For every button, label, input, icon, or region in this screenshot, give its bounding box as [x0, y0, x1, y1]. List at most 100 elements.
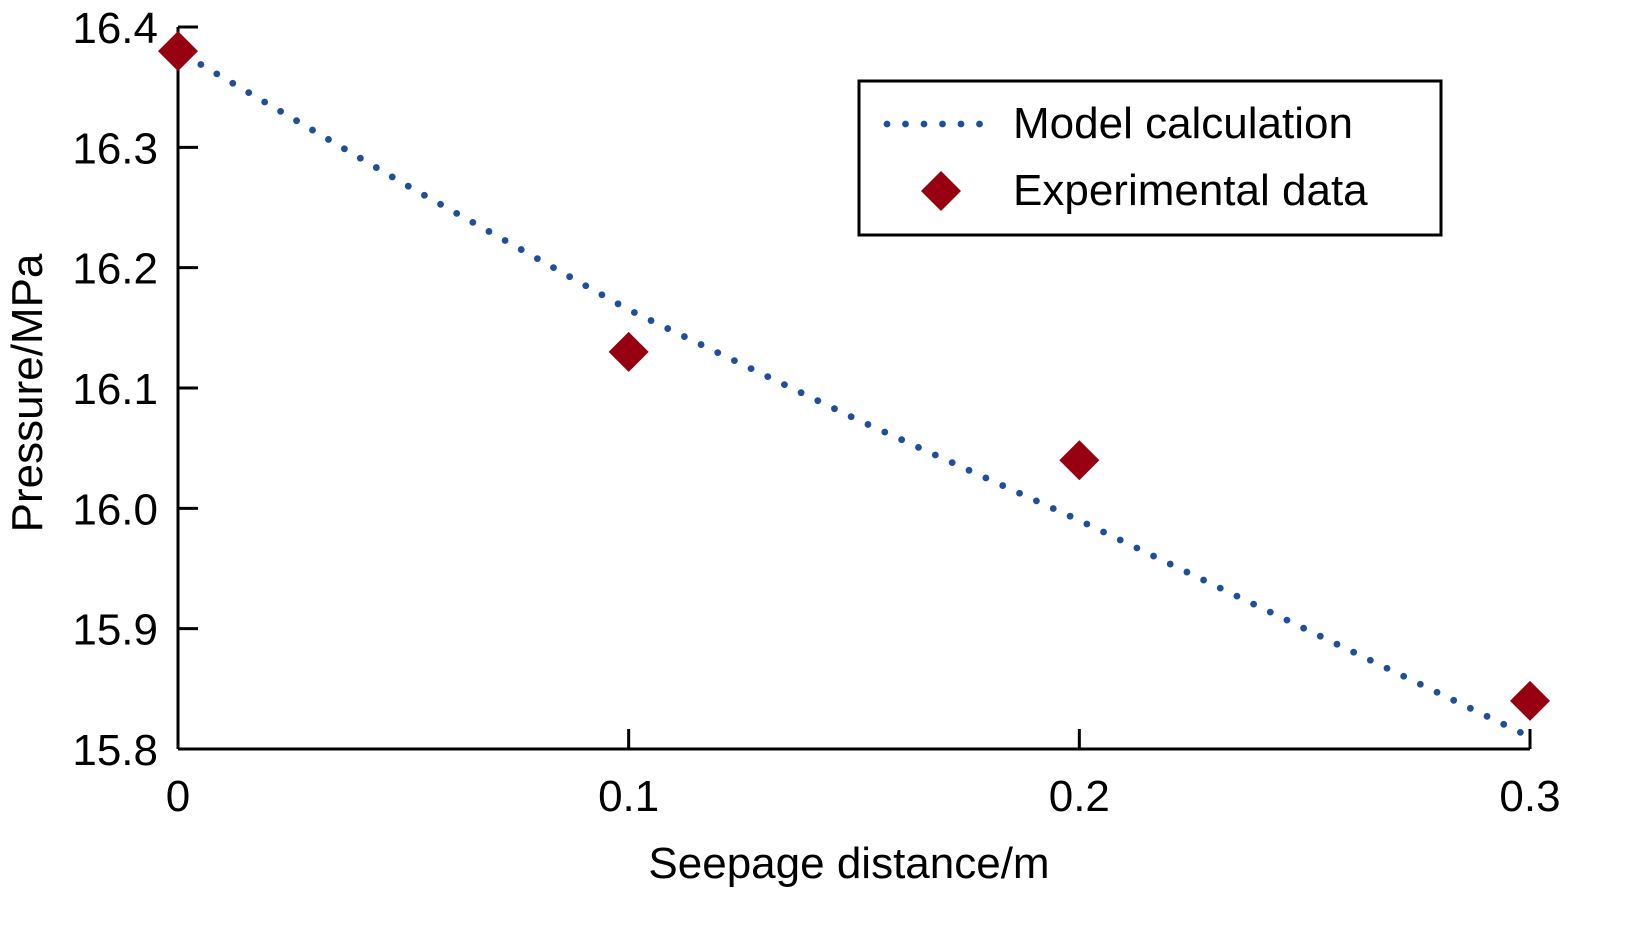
model-line-dot — [1133, 544, 1141, 552]
model-line-dot — [1216, 584, 1224, 592]
x-tick-label: 0.3 — [1499, 772, 1560, 821]
legend: Model calculation Experimental data — [857, 79, 1443, 237]
model-line-dot — [404, 182, 412, 190]
model-line-dot — [1516, 728, 1524, 736]
model-line-dot — [630, 309, 638, 316]
model-line-dot — [469, 218, 477, 226]
model-line-dot — [814, 397, 822, 405]
model-calculation-series — [181, 51, 1524, 736]
model-line-dot — [1283, 616, 1291, 624]
legend-label-model: Model calculation — [1013, 99, 1353, 148]
model-line-dot — [517, 246, 525, 253]
model-line-dot — [1300, 624, 1308, 632]
y-tick-label: 15.8 — [72, 726, 158, 775]
model-line-dot — [747, 365, 755, 373]
model-line-dot — [714, 349, 722, 356]
model-line-dot — [697, 341, 705, 348]
model-line-dot — [864, 421, 872, 428]
model-line-dot — [437, 200, 444, 208]
model-line-dot — [550, 264, 557, 272]
model-line-dot — [1266, 608, 1274, 616]
model-line-dot — [1150, 552, 1157, 560]
model-line-dot — [261, 98, 269, 106]
model-line-dot — [1400, 672, 1408, 680]
model-line-dot — [999, 482, 1007, 489]
legend-line-dot — [883, 120, 891, 128]
model-line-dot — [847, 413, 855, 421]
model-line-dot — [309, 126, 316, 134]
x-ticks: 0 0.1 0.2 0.3 — [166, 729, 1561, 821]
model-line-dot — [1116, 536, 1124, 544]
model-line-dot — [1033, 497, 1040, 505]
model-line-dot — [245, 89, 253, 96]
x-axis-title: Seepage distance/m — [648, 839, 1049, 888]
model-line-dot — [764, 373, 772, 381]
model-line-dot — [598, 291, 606, 299]
model-line-dot — [1233, 592, 1241, 600]
model-line-dot — [1316, 632, 1324, 640]
model-line-dot — [898, 436, 906, 444]
legend-diamond-swatch — [921, 171, 961, 211]
model-line-dot — [781, 381, 788, 389]
model-line-dot — [372, 164, 380, 171]
model-line-dot — [356, 154, 364, 162]
y-axis-title: Pressure/MPa — [3, 253, 52, 532]
model-line-dot — [293, 117, 300, 125]
model-line-dot — [421, 191, 428, 199]
experimental-data-point — [1059, 440, 1100, 481]
model-line-dot — [1083, 520, 1091, 528]
legend-line-swatch — [883, 120, 983, 128]
model-line-dot — [1433, 688, 1441, 696]
legend-line-dot — [902, 120, 909, 128]
y-tick-label: 16.4 — [72, 4, 158, 53]
legend-line-dot — [920, 120, 928, 128]
legend-box — [857, 79, 1443, 237]
y-ticks: 15.8 15.9 16.0 16.1 16.2 16.3 16.4 — [72, 4, 198, 775]
x-tick-label: 0 — [166, 772, 190, 821]
model-line-dot — [1333, 640, 1341, 648]
model-line-dot — [1450, 696, 1458, 704]
model-line-dot — [965, 466, 973, 474]
model-line-dot — [731, 357, 738, 365]
model-line-dot — [213, 70, 221, 78]
y-tick-label: 16.1 — [72, 365, 158, 414]
model-line-dot — [1366, 656, 1374, 664]
model-line-dot — [1383, 664, 1391, 672]
model-line-dot — [1066, 512, 1074, 520]
experimental-data-series — [158, 31, 1550, 721]
model-line-dot — [797, 389, 805, 397]
model-line-dot — [341, 145, 348, 153]
model-line-dot — [533, 255, 541, 262]
experimental-data-point — [158, 31, 198, 72]
model-line-dot — [1200, 576, 1207, 584]
model-line-dot — [582, 282, 590, 290]
model-line-dot — [948, 459, 956, 467]
model-line-dot — [277, 107, 285, 115]
legend-line-dot — [976, 120, 983, 128]
model-line-dot — [1016, 489, 1023, 497]
experimental-data-point — [608, 331, 649, 372]
model-line-dot — [501, 237, 509, 244]
model-line-dot — [1416, 680, 1424, 688]
model-line-dot — [1466, 704, 1474, 712]
y-tick-label: 16.3 — [72, 124, 158, 173]
model-line-dot — [831, 405, 838, 413]
legend-line-dot — [957, 120, 965, 128]
model-line-dot — [1483, 712, 1491, 720]
model-line-dot — [1250, 600, 1258, 608]
model-line-dot — [664, 325, 672, 332]
model-line-dot — [1049, 505, 1057, 512]
x-tick-label: 0.2 — [1049, 772, 1110, 821]
model-line-dot — [229, 79, 237, 87]
model-line-dot — [931, 451, 939, 459]
x-tick-label: 0.1 — [598, 772, 659, 821]
model-line-dot — [453, 209, 461, 217]
model-line-dot — [680, 333, 688, 340]
y-tick-label: 16.2 — [72, 245, 158, 294]
legend-label-experimental: Experimental data — [1013, 166, 1368, 215]
model-line-dot — [1500, 720, 1508, 728]
y-tick-label: 16.0 — [72, 485, 158, 534]
model-line-dot — [485, 228, 493, 235]
model-line-dot — [566, 273, 574, 281]
model-line-dot — [1183, 568, 1191, 576]
